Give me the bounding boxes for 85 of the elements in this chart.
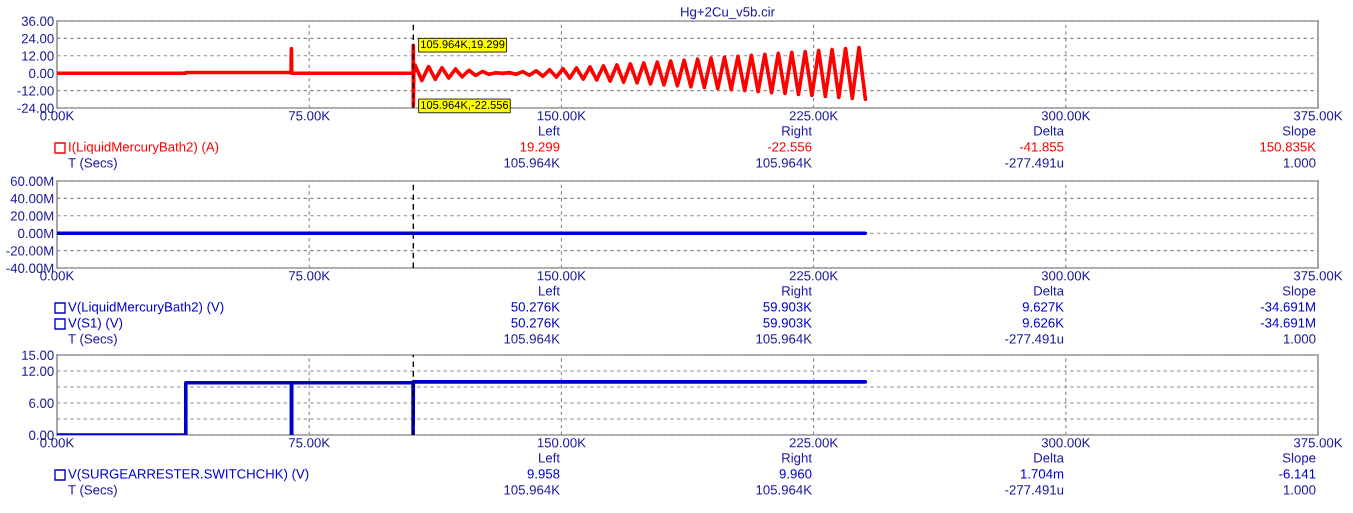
y-tick-label: 0.00 <box>29 430 54 440</box>
text: 19.299 <box>520 142 560 152</box>
y-tick-label: -12.00 <box>17 86 54 96</box>
text: -277.491u <box>1005 334 1064 344</box>
y-tick-label: 40.00M <box>10 193 54 204</box>
x-tick-label: 150.00K <box>537 438 586 448</box>
text: -22.556 <box>767 142 812 152</box>
text: 105.964K <box>504 485 560 495</box>
text: 9.960 <box>779 469 812 479</box>
text: 105.964K <box>504 334 560 344</box>
x-tick-label: 0.00K <box>40 111 75 121</box>
legend-label: V(SURGEARRESTER.SWITCHCHK) (V) <box>68 468 309 482</box>
text: -34.691M <box>1260 302 1315 312</box>
y-tick-label: -24.00 <box>17 103 54 113</box>
text: -277.491u <box>1005 158 1064 168</box>
text: 9.626K <box>1022 318 1064 328</box>
annotation: 105.964K,-22.556 <box>421 101 509 111</box>
chart-title: Hg+2Cu_v5b.cir <box>681 6 775 20</box>
y-tick-label: -40.00M <box>6 263 54 273</box>
annotation: 105.964K,19.299 <box>421 40 505 50</box>
y-tick-label: -20.00M <box>6 246 54 256</box>
x-tick-label: 150.00K <box>537 271 586 281</box>
text: Delta <box>1034 285 1064 296</box>
text: 105.964K <box>504 158 560 168</box>
y-tick-label: 12.00 <box>22 51 54 61</box>
y-tick-label: 24.00 <box>21 33 54 44</box>
text: 1.704m <box>1021 469 1064 479</box>
y-tick-label: 12.00 <box>22 366 54 376</box>
text: -41.855 <box>1019 142 1064 152</box>
x-tick-label: 225.00K <box>789 438 839 448</box>
text: T (Secs) <box>68 333 117 347</box>
text: 1.000 <box>1283 334 1316 344</box>
text: 9.958 <box>527 469 560 479</box>
y-tick-label: 15.00 <box>22 350 54 360</box>
x-tick-label: 75.00K <box>288 438 330 448</box>
text: 59.903K <box>763 302 812 312</box>
text: -277.491u <box>1005 485 1064 495</box>
x-tick-label: 0.00K <box>40 438 75 448</box>
text: 105.964K <box>756 334 812 344</box>
text: Left <box>539 285 560 296</box>
x-tick-label: 300.00K <box>1041 111 1091 121</box>
text: 1.000 <box>1283 158 1316 168</box>
x-tick-label: 375.00K <box>1293 271 1343 281</box>
text: Slope <box>1282 452 1316 466</box>
text: Delta <box>1034 452 1064 463</box>
text: Right <box>782 285 812 299</box>
text: T (Secs) <box>68 484 117 498</box>
x-tick-label: 225.00K <box>789 111 839 121</box>
x-tick-label: 375.00K <box>1293 111 1343 121</box>
text: T (Secs) <box>68 157 117 171</box>
y-tick-label: 60.00M <box>10 176 54 186</box>
x-tick-label: 225.00K <box>789 271 839 281</box>
legend-label: V(LiquidMercuryBath2) (V) <box>68 301 224 315</box>
legend-label: I(LiquidMercuryBath2) (A) <box>69 141 219 155</box>
y-tick-label: 6.00 <box>29 398 54 408</box>
x-tick-label: 75.00K <box>288 111 330 121</box>
y-tick-label: 36.00 <box>21 16 54 26</box>
text: 105.964K <box>756 485 812 495</box>
text: Slope <box>1282 285 1316 299</box>
text: Right <box>782 452 812 466</box>
text: Delta <box>1034 125 1064 136</box>
text: 9.627K <box>1022 302 1064 312</box>
text: 105.964K <box>756 158 812 168</box>
text: 50.276K <box>511 302 560 312</box>
y-tick-label: 0.00M <box>18 228 54 239</box>
text: Right <box>782 125 812 139</box>
text: 59.903K <box>763 318 812 328</box>
y-tick-label: 0.00 <box>29 68 54 79</box>
text: -6.141 <box>1279 469 1316 479</box>
text: 1.000 <box>1283 485 1316 495</box>
text: 150.835K <box>1260 142 1316 152</box>
text: -34.691M <box>1260 318 1315 328</box>
x-tick-label: 0.00K <box>40 271 75 281</box>
line-series <box>57 380 868 435</box>
legend-label: V(S1) (V) <box>68 317 123 331</box>
text: 50.276K <box>511 318 560 328</box>
text: Left <box>539 452 560 463</box>
x-tick-label: 150.00K <box>537 111 586 121</box>
text: Slope <box>1282 125 1316 139</box>
x-tick-label: 300.00K <box>1041 438 1091 448</box>
x-tick-label: 375.00K <box>1293 438 1343 448</box>
x-tick-label: 300.00K <box>1041 271 1091 281</box>
x-tick-label: 75.00K <box>288 271 330 281</box>
y-tick-label: 20.00M <box>10 211 54 221</box>
text: Left <box>539 125 560 136</box>
